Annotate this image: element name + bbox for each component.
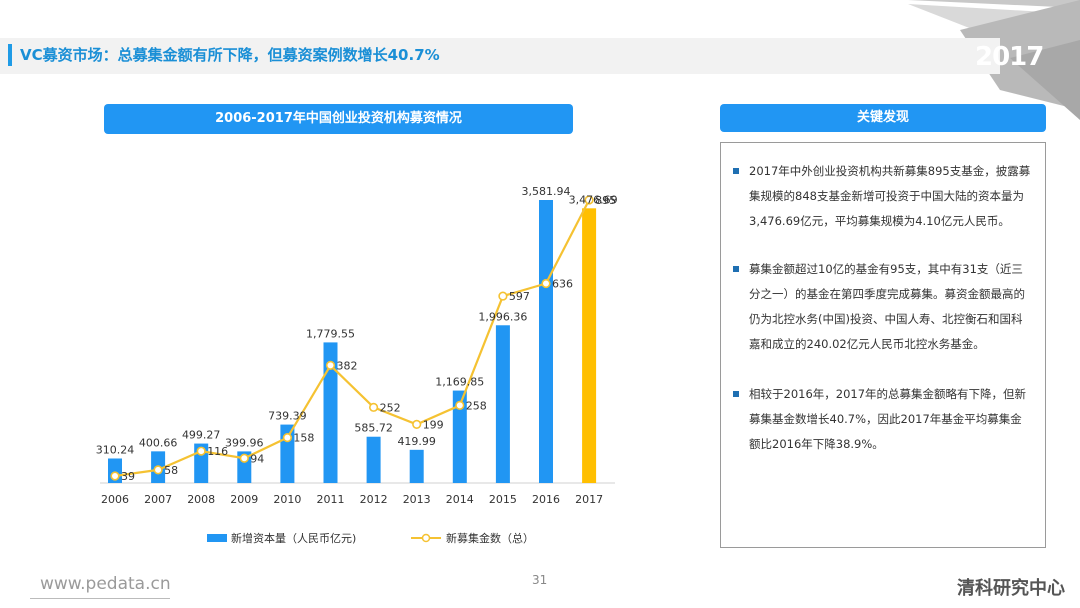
x-tick-label: 2013: [403, 493, 431, 506]
line-value-label: 597: [509, 290, 530, 303]
finding-text: 相较于2016年，2017年的总募集金额略有下降，但新募集基金数增长40.7%，…: [749, 387, 1027, 451]
x-tick-label: 2017: [575, 493, 603, 506]
x-tick-label: 2006: [101, 493, 129, 506]
bar-value-label: 1,169.85: [435, 376, 484, 389]
brand-logo: 清科研究中心: [957, 578, 1065, 599]
x-tick-label: 2011: [317, 493, 345, 506]
findings-title: 关键发现: [720, 104, 1046, 132]
line-value-label: 94: [250, 452, 264, 465]
bar-value-label: 400.66: [139, 436, 178, 449]
bar-value-label: 399.96: [225, 436, 264, 449]
line-point: [541, 278, 551, 289]
legend-label: 新增资本量（人民币亿元): [231, 531, 356, 545]
bar-value-label: 3,581.94: [522, 185, 571, 198]
bar: [323, 342, 338, 483]
x-tick-label: 2009: [230, 493, 258, 506]
bar-value-label: 310.24: [96, 443, 135, 456]
legend-swatch-bar: [207, 534, 227, 542]
page-number: 31: [532, 573, 548, 587]
line-value-label: 58: [164, 464, 178, 477]
finding-item: 相较于2016年，2017年的总募集金额略有下降，但新募集基金数增长40.7%，…: [733, 382, 1033, 457]
line-point: [239, 453, 249, 463]
chart-title: 2006-2017年中国创业投资机构募资情况: [104, 104, 573, 134]
bar-value-label: 739.39: [268, 410, 307, 423]
line-value-label: 116: [207, 445, 228, 458]
series-line: [114, 199, 591, 478]
x-tick-label: 2012: [360, 493, 388, 506]
line-point: [455, 400, 465, 410]
line-value-label: 252: [380, 401, 401, 414]
line-value-label: 895: [595, 194, 616, 207]
footer-divider: [30, 598, 170, 599]
legend-swatch-point: [421, 533, 431, 543]
bar-value-label: 499.27: [182, 429, 221, 442]
line-point: [282, 433, 293, 443]
finding-text: 2017年中外创业投资机构共新募集895支基金，披露募集规模的848支基金新增可…: [749, 164, 1031, 228]
finding-text: 募集金额超过10亿的基金有95支，其中有31支（近三分之一）的基金在第四季度完成…: [749, 262, 1025, 351]
bar: [452, 390, 467, 483]
page-title: VC募资市场：总募集金额有所下降，但募资案例数增长40.7%: [20, 46, 440, 64]
x-tick-label: 2016: [532, 493, 560, 506]
line-point: [196, 446, 206, 456]
line-point: [110, 471, 120, 481]
line-point: [153, 465, 163, 475]
bar: [409, 449, 424, 483]
line-point: [412, 419, 422, 430]
year-tag: 2017: [975, 42, 1044, 72]
line-point: [369, 402, 379, 412]
bar-value-label: 1,996.36: [478, 310, 527, 323]
bullet-icon: [733, 168, 739, 174]
bar: [495, 325, 510, 483]
x-tick-label: 2008: [187, 493, 215, 506]
bullet-icon: [733, 266, 739, 272]
findings-box: 2017年中外创业投资机构共新募集895支基金，披露募集规模的848支基金新增可…: [720, 142, 1046, 548]
bar: [582, 208, 597, 483]
bar: [366, 436, 381, 483]
header-accent: [8, 44, 12, 66]
footer-url[interactable]: www.pedata.cn: [40, 574, 171, 594]
legend-label: 新募集金数（总）: [446, 531, 534, 545]
bar: [539, 200, 553, 483]
line-point: [498, 291, 508, 301]
bar-value-label: 419.99: [397, 435, 436, 448]
line-value-label: 158: [293, 432, 314, 445]
line-value-label: 382: [337, 359, 358, 372]
bar-value-label: 1,779.55: [306, 327, 355, 340]
x-tick-label: 2015: [489, 493, 517, 506]
line-value-label: 258: [466, 399, 487, 412]
finding-item: 2017年中外创业投资机构共新募集895支基金，披露募集规模的848支基金新增可…: [733, 159, 1033, 234]
bar-value-label: 585.72: [354, 422, 393, 435]
bullet-icon: [733, 391, 739, 397]
x-tick-label: 2007: [144, 493, 172, 506]
line-point: [325, 360, 336, 371]
line-value-label: 636: [552, 278, 573, 291]
finding-item: 募集金额超过10亿的基金有95支，其中有31支（近三分之一）的基金在第四季度完成…: [733, 257, 1033, 357]
bar-value-label: 3,476.69: [569, 193, 618, 206]
line-value-label: 199: [423, 418, 444, 431]
line-point: [584, 195, 594, 205]
line-value-label: 39: [121, 470, 135, 483]
x-tick-label: 2010: [273, 493, 301, 506]
header-band: [0, 38, 1000, 74]
x-tick-label: 2014: [446, 493, 474, 506]
